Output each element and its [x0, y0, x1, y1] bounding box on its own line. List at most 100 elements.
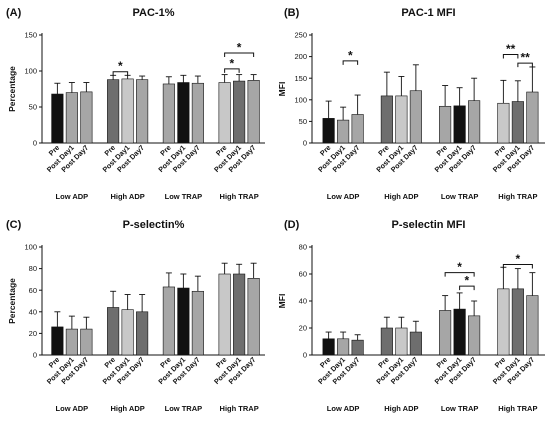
- significance-label: **: [520, 51, 530, 65]
- bar: [121, 309, 134, 356]
- bar: [395, 95, 408, 144]
- bar: [247, 278, 260, 356]
- group-label: Low TRAP: [441, 404, 479, 413]
- significance-bracket: *: [112, 59, 129, 76]
- bar: [65, 328, 78, 356]
- bar: [80, 91, 93, 144]
- bracket-line: [112, 71, 129, 76]
- bar: [468, 100, 481, 144]
- significance-label: *: [230, 56, 235, 70]
- significance-bracket: *: [502, 252, 533, 269]
- bar: [136, 79, 149, 144]
- group-label: High TRAP: [498, 404, 537, 413]
- bar: [351, 339, 364, 356]
- bar: [351, 114, 364, 144]
- y-tick-label: 60: [29, 286, 37, 295]
- group-label: Low ADP: [56, 404, 89, 413]
- significance-bracket: *: [342, 48, 359, 65]
- bar: [191, 82, 204, 144]
- group-label: High TRAP: [220, 192, 259, 201]
- y-tick-label: 50: [29, 103, 37, 112]
- significance-bracket: **: [502, 42, 519, 59]
- bar: [107, 79, 120, 144]
- bar: [511, 288, 524, 356]
- bracket-line: [502, 264, 533, 269]
- group-label: High TRAP: [220, 404, 259, 413]
- significance-label: **: [506, 42, 516, 56]
- group-label: Low ADP: [327, 404, 360, 413]
- bar: [177, 287, 190, 356]
- bar: [218, 273, 231, 356]
- bar: [439, 310, 452, 356]
- bar: [526, 295, 539, 356]
- chart-panel-3: (C) P-selectin% Percentage 0 20 40 60 80 100 PreP…: [6, 219, 265, 413]
- panel-letter: (B): [284, 7, 300, 19]
- significance-bracket: *: [459, 274, 475, 291]
- bar: [322, 338, 335, 356]
- bar: [177, 82, 190, 144]
- bar: [511, 101, 524, 144]
- chart-title: PAC-1%: [133, 7, 175, 19]
- bracket-line: [517, 62, 533, 68]
- group-label: High ADP: [110, 192, 144, 201]
- bar: [121, 78, 134, 144]
- group-label: Low ADP: [327, 192, 360, 201]
- significance-label: *: [457, 260, 462, 274]
- bracket-line: [224, 52, 255, 57]
- bracket-line: [502, 53, 519, 59]
- y-tick-label: 40: [29, 307, 37, 316]
- y-axis-label: Percentage: [7, 278, 17, 324]
- y-axis-label: MFI: [277, 294, 287, 309]
- bar: [162, 286, 175, 356]
- significance-bracket: *: [224, 41, 255, 57]
- significance-label: *: [516, 252, 521, 266]
- significance-bracket: *: [444, 260, 475, 277]
- group-label: High ADP: [384, 192, 418, 201]
- bar: [233, 273, 246, 356]
- group-label: High ADP: [384, 404, 418, 413]
- group-label: Low TRAP: [165, 404, 203, 413]
- panel-letter: (D): [284, 219, 300, 231]
- bar: [80, 328, 93, 356]
- y-tick-label: 60: [299, 270, 307, 279]
- significance-label: *: [348, 48, 353, 62]
- bar: [136, 311, 149, 356]
- y-tick-label: 80: [299, 243, 307, 252]
- significance-bracket: **: [517, 51, 533, 68]
- chart-title: P-selectin%: [123, 219, 185, 231]
- bracket-line: [224, 68, 240, 73]
- y-tick-label: 100: [294, 95, 307, 104]
- y-tick-label: 40: [299, 297, 307, 306]
- bar: [468, 315, 481, 356]
- significance-bracket: *: [224, 56, 240, 73]
- bar: [453, 308, 466, 356]
- significance-label: *: [237, 41, 242, 55]
- group-label: High ADP: [110, 404, 144, 413]
- bar: [218, 82, 231, 144]
- y-tick-label: 150: [294, 74, 307, 83]
- chart-title: P-selectin MFI: [392, 219, 466, 231]
- bar: [395, 327, 408, 356]
- bar: [51, 326, 64, 356]
- bar: [233, 80, 246, 144]
- bracket-line: [444, 272, 475, 277]
- group-label: Low TRAP: [165, 192, 203, 201]
- y-tick-label: 20: [29, 329, 37, 338]
- y-tick-label: 250: [294, 31, 307, 40]
- significance-label: *: [465, 274, 470, 288]
- y-tick-label: 20: [299, 324, 307, 333]
- y-tick-label: 150: [24, 31, 37, 40]
